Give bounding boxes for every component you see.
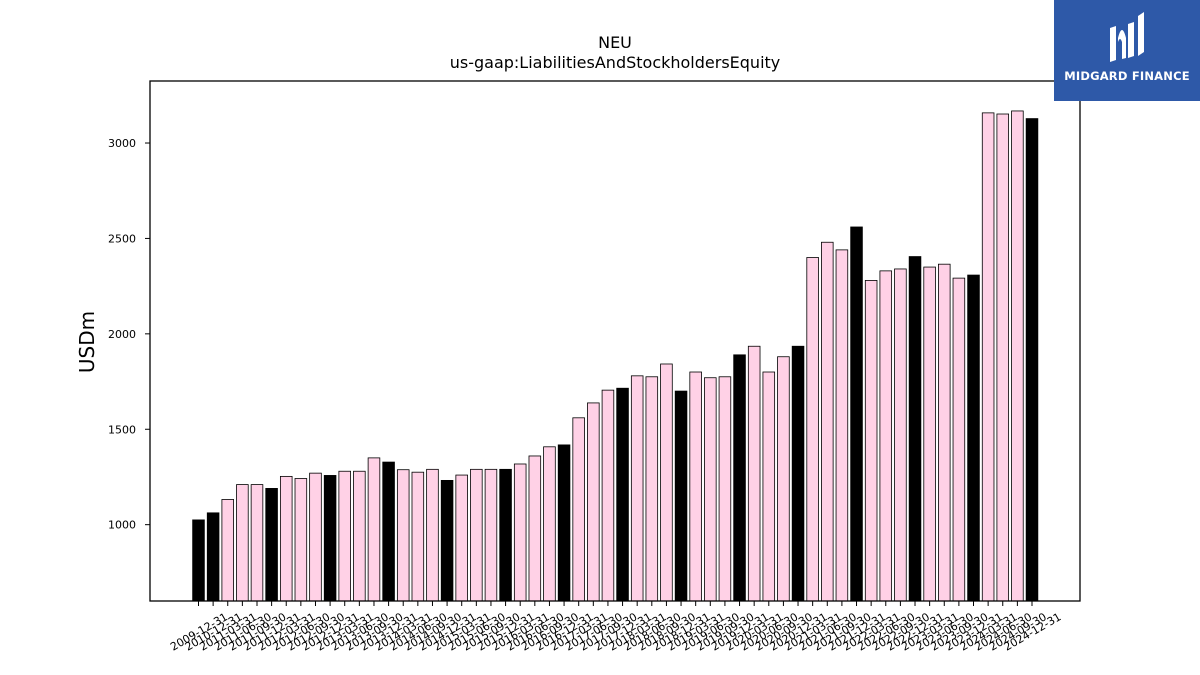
bar-2016-06-30 <box>528 455 542 602</box>
bar-2012-12-31 <box>323 475 337 602</box>
bar-2009-12-31 <box>192 519 205 602</box>
bar-2024-06-30 <box>996 113 1010 602</box>
y-tick-label-3000: 3000 <box>108 137 136 150</box>
bar-2023-09-30 <box>952 277 966 602</box>
bar-2022-03-31 <box>864 280 878 602</box>
brand-name: MIDGARD FINANCE <box>1064 69 1190 83</box>
bar-2022-09-30 <box>894 268 907 602</box>
bar-2016-03-31 <box>513 463 527 602</box>
chart-subtitle: us-gaap:LiabilitiesAndStockholdersEquity <box>450 53 781 72</box>
bar-2012-03-31 <box>279 475 293 602</box>
y-tick-label-2500: 2500 <box>108 232 136 245</box>
bar-2015-06-30 <box>470 468 483 602</box>
bar-2013-09-30 <box>367 457 381 602</box>
bar-2020-06-30 <box>762 371 776 602</box>
bar-2024-09-30 <box>1011 110 1024 602</box>
bar-2018-12-31 <box>674 390 688 602</box>
brand-logo: MIDGARD FINANCE <box>1054 0 1200 101</box>
bar-2014-06-30 <box>411 471 425 602</box>
bar-2016-09-30 <box>543 446 556 602</box>
bar-2018-03-31 <box>630 375 644 602</box>
bar-2010-12-31 <box>206 512 220 602</box>
bar-2016-12-31 <box>557 444 571 602</box>
x-axis: 2009-12-312010-12-312011-03-312011-06-30… <box>168 601 1064 654</box>
bar-2011-09-30 <box>250 484 264 602</box>
plot-area-frame <box>149 80 1081 602</box>
chart-title: NEU <box>598 33 632 52</box>
y-tick-label-2000: 2000 <box>108 328 136 341</box>
bar-2023-06-30 <box>938 263 951 602</box>
bar-2019-12-31 <box>733 354 746 602</box>
bar-2013-12-31 <box>382 461 395 602</box>
mf-logo-icon <box>1110 12 1144 62</box>
bar-2023-12-31 <box>967 274 980 602</box>
bar-2021-03-31 <box>806 257 819 602</box>
bar-2014-09-30 <box>426 468 439 602</box>
bar-2022-06-30 <box>879 270 893 602</box>
bar-2017-03-31 <box>572 417 585 602</box>
bar-2020-03-31 <box>747 345 761 602</box>
bar-2014-03-31 <box>396 469 410 602</box>
y-tick-label-1000: 1000 <box>108 519 136 532</box>
bar-2015-12-31 <box>499 468 512 602</box>
bar-2018-06-30 <box>645 376 659 602</box>
bar-2011-03-31 <box>221 499 234 602</box>
bar-2017-12-31 <box>616 387 629 602</box>
bar-2021-12-31 <box>850 226 863 602</box>
bar-2019-09-30 <box>718 376 732 602</box>
bar-2017-09-30 <box>601 389 615 602</box>
y-axis-label: USDm <box>75 311 99 373</box>
bar-2018-09-30 <box>660 363 673 602</box>
bar-2011-12-31 <box>265 488 278 602</box>
bar-2012-09-30 <box>309 472 322 602</box>
bar-2012-06-30 <box>294 478 308 602</box>
bar-2015-09-30 <box>484 468 498 602</box>
bar-2019-06-30 <box>704 377 717 602</box>
bar-2021-09-30 <box>835 249 849 602</box>
bar-2014-12-31 <box>440 479 454 602</box>
bar-2013-06-30 <box>353 470 366 602</box>
bar-2021-06-30 <box>821 241 834 602</box>
bar-2020-09-30 <box>777 356 790 602</box>
y-axis: 1000 1500 2000 2500 3000 <box>108 137 150 532</box>
bar-2011-06-30 <box>236 484 249 602</box>
y-tick-label-1500: 1500 <box>108 423 136 436</box>
bars-group <box>192 110 1039 602</box>
bar-2017-06-30 <box>587 402 600 602</box>
bar-2019-03-31 <box>689 371 702 602</box>
bar-2013-03-31 <box>338 470 351 602</box>
bar-2024-12-31 <box>1025 118 1039 602</box>
bar-2024-03-31 <box>981 112 995 602</box>
bar-2015-03-31 <box>455 474 468 602</box>
bar-2022-12-31 <box>908 256 922 602</box>
bar-2023-03-31 <box>923 266 936 602</box>
bar-2020-12-31 <box>791 345 805 602</box>
